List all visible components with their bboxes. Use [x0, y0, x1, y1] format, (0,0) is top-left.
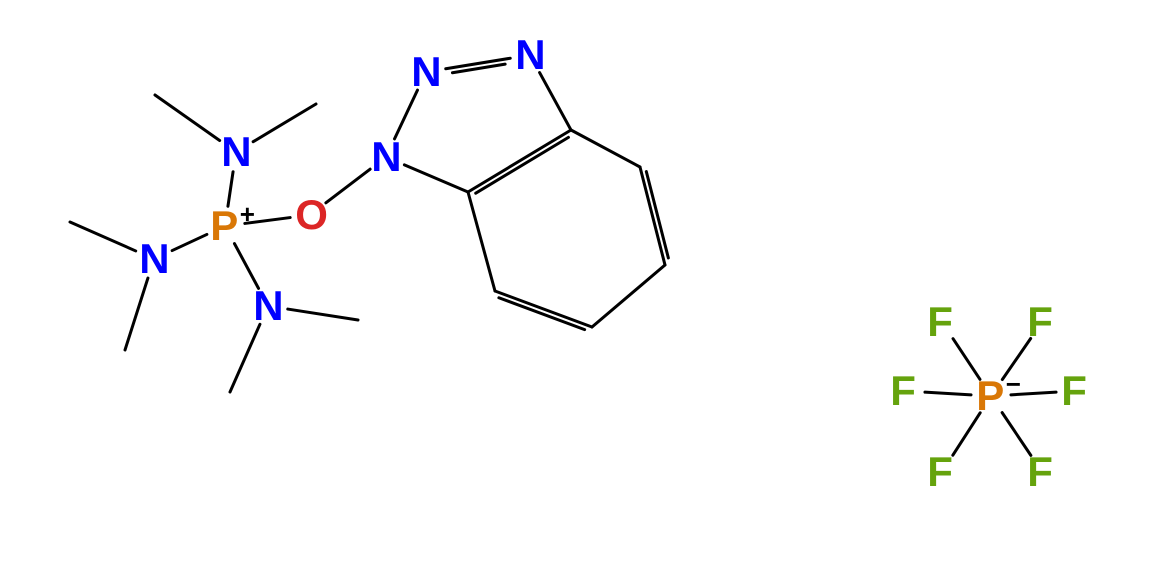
atom-P1: P — [210, 205, 238, 247]
atom-N4: N — [371, 136, 401, 178]
atom-F1: F — [890, 370, 916, 412]
atom-N6: N — [515, 34, 545, 76]
atom-O1: O — [295, 194, 328, 236]
atom-F4: F — [1027, 301, 1053, 343]
atom-N2: N — [139, 238, 169, 280]
charge-P2: − — [1006, 371, 1021, 397]
bond-layer — [0, 0, 1174, 572]
atom-F3: F — [927, 301, 953, 343]
charge-P1: + — [240, 201, 255, 227]
atom-F2: F — [1061, 370, 1087, 412]
atom-P2: P — [976, 375, 1004, 417]
atom-N5: N — [411, 51, 441, 93]
atom-N3: N — [253, 285, 283, 327]
atom-F5: F — [927, 451, 953, 493]
atom-N1: N — [221, 131, 251, 173]
molecule-diagram: { "canvas": { "width": 1174, "height": 5… — [0, 0, 1174, 572]
atom-F6: F — [1027, 451, 1053, 493]
